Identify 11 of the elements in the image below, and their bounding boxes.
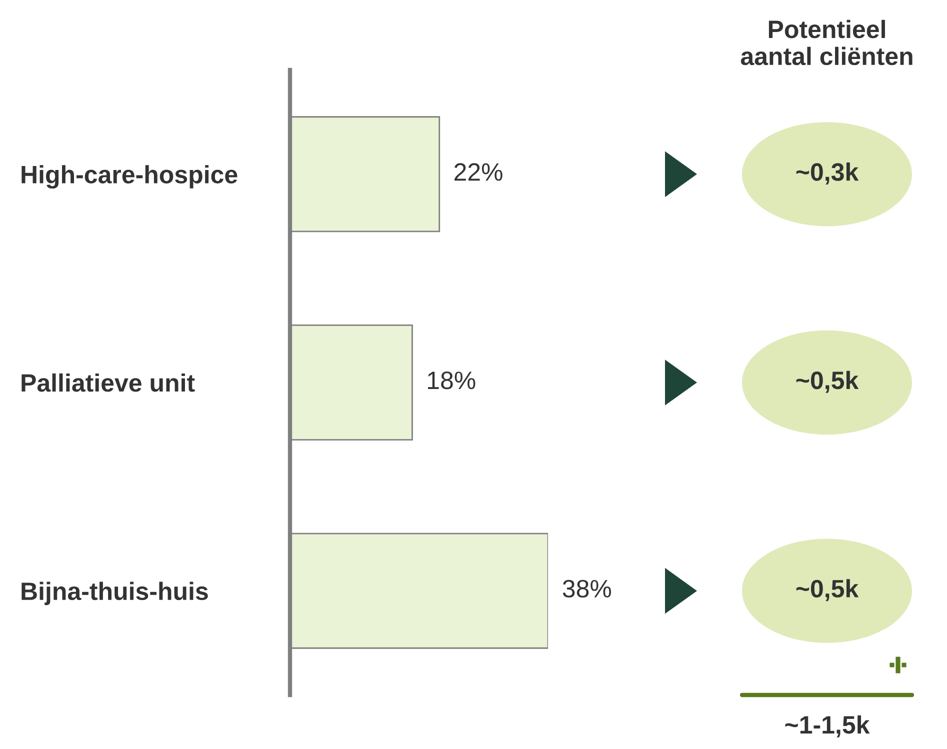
data-label: 38% (562, 580, 612, 598)
text: ~0,5k (796, 370, 859, 393)
y-tick-label: Bijna-thuis-huis (22, 582, 208, 606)
text: Potentieel aantal cliënten (740, 20, 912, 66)
text: ~1-1,5k (785, 715, 870, 738)
text: ~0,3k (796, 162, 859, 185)
y-tick-label: High-care-hospice (22, 165, 238, 189)
text: ~0,5k (796, 579, 859, 602)
data-label: 18% (428, 372, 476, 390)
data-label: 22% (454, 163, 502, 181)
y-tick-label: Palliatieve unit (22, 373, 195, 392)
